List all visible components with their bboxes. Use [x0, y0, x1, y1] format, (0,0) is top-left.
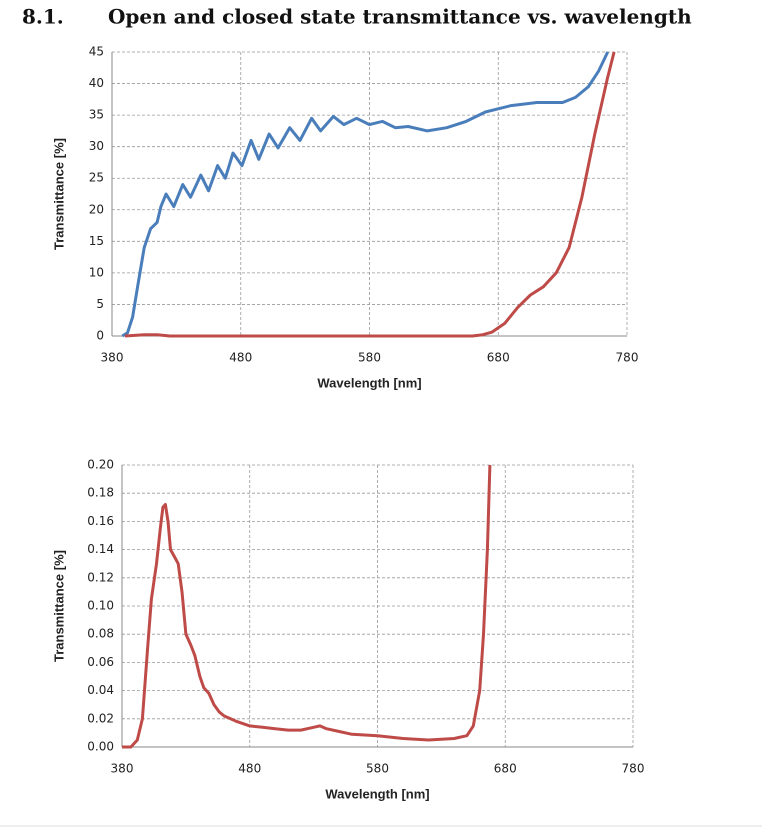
- y-tick-label: 0.06: [87, 655, 114, 669]
- data-line: [122, 464, 492, 749]
- y-tick-label: 0.08: [87, 627, 114, 641]
- y-tick-label: 0.12: [87, 570, 114, 584]
- y-tick-label: 25: [89, 171, 104, 185]
- y-tick-label: 0.16: [87, 514, 114, 528]
- y-tick-label: 5: [96, 297, 104, 311]
- x-tick-label: 480: [238, 762, 261, 776]
- y-axis-label: Transmittance [%]: [51, 138, 66, 250]
- data-line: [121, 51, 610, 338]
- y-tick-label: 0.02: [87, 711, 114, 725]
- y-tick-label: 0: [96, 329, 104, 343]
- y-tick-label: 0.04: [87, 683, 114, 697]
- y-tick-label: 35: [89, 108, 104, 122]
- x-axis-label: Wavelength [nm]: [325, 786, 429, 801]
- y-tick-label: 45: [89, 45, 104, 59]
- x-tick-label: 380: [111, 762, 134, 776]
- x-tick-label: 580: [358, 351, 381, 365]
- x-tick-label: 680: [494, 762, 517, 776]
- x-tick-label: 380: [101, 351, 124, 365]
- y-tick-label: 0.14: [87, 542, 114, 556]
- y-tick-label: 0.10: [87, 599, 114, 613]
- y-tick-label: 15: [89, 234, 104, 248]
- x-axis-label: Wavelength [nm]: [317, 375, 421, 390]
- y-tick-label: 10: [89, 265, 104, 279]
- y-tick-label: 30: [89, 139, 104, 153]
- y-tick-label: 0.20: [87, 458, 114, 472]
- heading-text: Open and closed state transmittance vs. …: [108, 5, 692, 29]
- x-tick-label: 780: [616, 351, 639, 365]
- heading-number: 8.1.: [22, 5, 64, 29]
- y-tick-label: 40: [89, 76, 104, 90]
- data-line: [124, 51, 616, 338]
- y-tick-label: 20: [89, 202, 104, 216]
- x-tick-label: 480: [229, 351, 252, 365]
- y-tick-label: 0.18: [87, 486, 114, 500]
- y-axis-label: Transmittance [%]: [51, 550, 66, 662]
- x-tick-label: 780: [622, 762, 645, 776]
- x-tick-label: 580: [366, 762, 389, 776]
- y-tick-label: 0.00: [87, 740, 114, 754]
- x-tick-label: 680: [487, 351, 510, 365]
